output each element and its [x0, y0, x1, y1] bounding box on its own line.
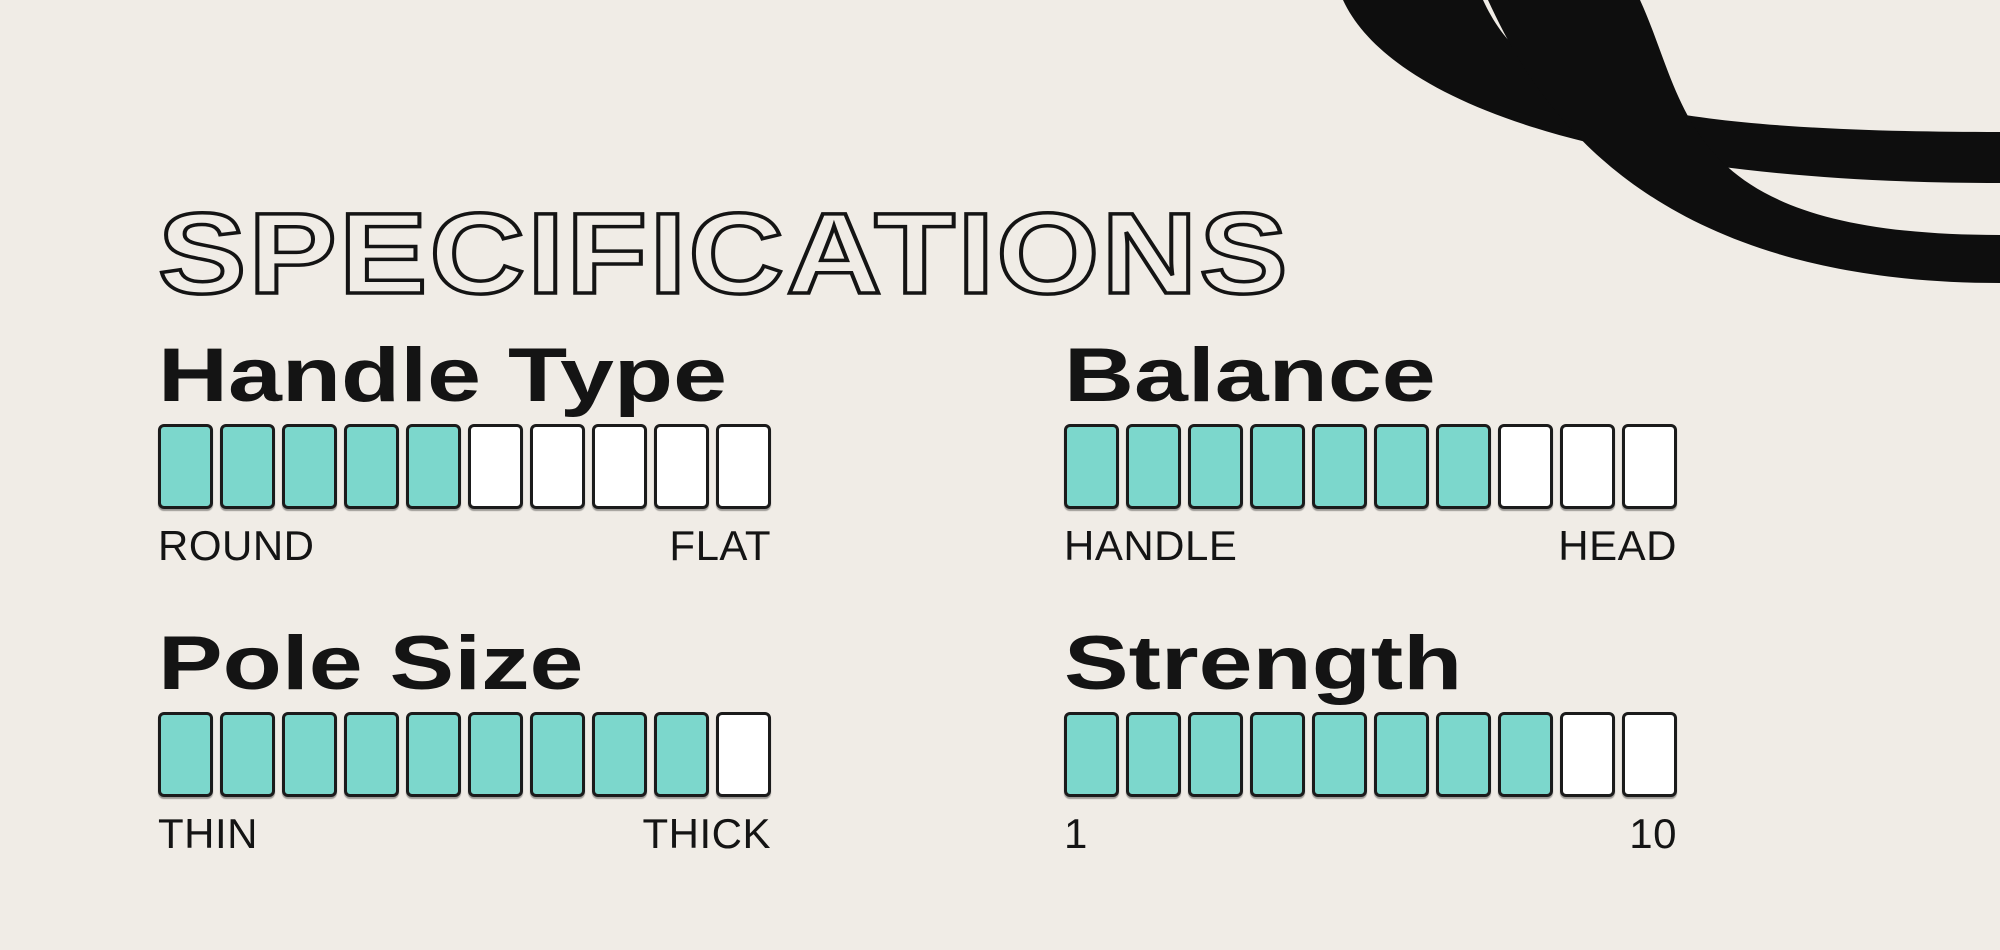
- rating-segment-empty: [1560, 424, 1615, 509]
- rating-segment-filled: [1312, 712, 1367, 797]
- rating-segment-filled: [1436, 712, 1491, 797]
- rating-segment-filled: [1498, 712, 1553, 797]
- spec-section-balance: Balance HANDLE HEAD: [1064, 338, 1677, 567]
- rating-segment-filled: [344, 424, 399, 509]
- rating-segment-filled: [1250, 424, 1305, 509]
- rating-segment-filled: [220, 424, 275, 509]
- rating-bar: [158, 424, 771, 509]
- spec-section-strength: Strength 1 10: [1064, 626, 1677, 855]
- rating-segment-filled: [1436, 424, 1491, 509]
- rating-bar: [1064, 424, 1677, 509]
- rating-segment-filled: [1312, 424, 1367, 509]
- spec-heading: Strength: [1064, 621, 1463, 706]
- rating-segment-empty: [716, 424, 771, 509]
- scale-label-right: FLAT: [669, 522, 771, 569]
- rating-segment-filled: [282, 424, 337, 509]
- rating-segment-filled: [592, 712, 647, 797]
- rating-segment-empty: [1560, 712, 1615, 797]
- rating-segment-filled: [406, 712, 461, 797]
- rating-segment-filled: [1374, 424, 1429, 509]
- rating-segment-empty: [592, 424, 647, 509]
- rating-segment-filled: [530, 712, 585, 797]
- rating-segment-filled: [1188, 424, 1243, 509]
- spec-heading: Handle Type: [158, 333, 727, 418]
- scale-label-right: 10: [1629, 810, 1677, 857]
- page-title: SPECIFICATIONS: [156, 190, 1290, 319]
- rating-segment-empty: [654, 424, 709, 509]
- corner-stripe-outer: [1488, 0, 2000, 283]
- rating-segment-filled: [1188, 712, 1243, 797]
- rating-segment-filled: [406, 424, 461, 509]
- scale-label-left: HANDLE: [1064, 522, 1238, 569]
- rating-segment-filled: [1126, 712, 1181, 797]
- rating-segment-filled: [282, 712, 337, 797]
- rating-segment-empty: [1498, 424, 1553, 509]
- scale-label-left: ROUND: [158, 522, 315, 569]
- corner-stripe-inner: [1343, 0, 2000, 183]
- scale-label-left: THIN: [158, 810, 258, 857]
- spec-heading: Balance: [1064, 333, 1436, 418]
- spec-section-pole-size: Pole Size THIN THICK: [158, 626, 771, 855]
- rating-segment-filled: [1064, 712, 1119, 797]
- rating-segment-filled: [1374, 712, 1429, 797]
- rating-segment-filled: [1064, 424, 1119, 509]
- rating-segment-filled: [158, 424, 213, 509]
- rating-segment-empty: [468, 424, 523, 509]
- rating-bar: [158, 712, 771, 797]
- rating-segment-filled: [1250, 712, 1305, 797]
- rating-segment-filled: [220, 712, 275, 797]
- rating-segment-empty: [1622, 424, 1677, 509]
- rating-segment-filled: [1126, 424, 1181, 509]
- rating-segment-empty: [1622, 712, 1677, 797]
- scale-label-right: THICK: [642, 810, 771, 857]
- rating-segment-empty: [716, 712, 771, 797]
- spec-heading: Pole Size: [158, 621, 584, 706]
- scale-label-left: 1: [1064, 810, 1088, 857]
- rating-segment-filled: [654, 712, 709, 797]
- rating-segment-filled: [468, 712, 523, 797]
- spec-section-handle-type: Handle Type ROUND FLAT: [158, 338, 771, 567]
- rating-segment-filled: [158, 712, 213, 797]
- rating-segment-empty: [530, 424, 585, 509]
- rating-segment-filled: [344, 712, 399, 797]
- scale-label-right: HEAD: [1558, 522, 1677, 569]
- rating-bar: [1064, 712, 1677, 797]
